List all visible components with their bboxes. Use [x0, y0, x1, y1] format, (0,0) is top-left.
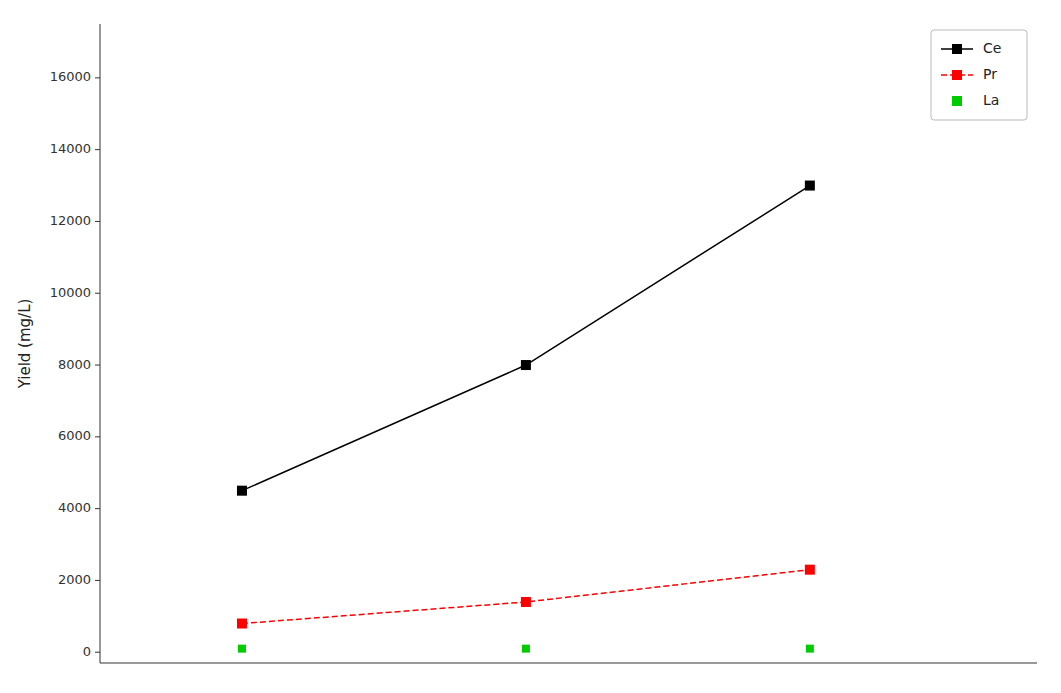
y-tick-label: 6000 [58, 428, 91, 443]
x-axis-line [100, 663, 1037, 664]
legend-label: Ce [983, 40, 1001, 56]
series-marker [522, 645, 530, 653]
series [237, 181, 815, 496]
legend-box [931, 30, 1027, 120]
legend-label: Pr [983, 66, 997, 82]
series-marker [521, 597, 531, 607]
y-tick-label: 2000 [58, 572, 91, 587]
y-tick [95, 221, 100, 222]
series-marker [521, 360, 531, 370]
series [237, 565, 815, 629]
series-marker [805, 565, 815, 575]
plot-area [237, 181, 815, 653]
legend-marker [952, 96, 962, 106]
series-marker [238, 645, 246, 653]
y-tick [95, 436, 100, 437]
axes: 0 2000 4000 6000 8000 10000 12000 14000 16000 [50, 24, 1037, 663]
y-tick-label: 16000 [50, 69, 91, 84]
y-tick-label: 4000 [58, 500, 91, 515]
y-tick-label: 10000 [50, 285, 91, 300]
legend: Ce Pr La [931, 30, 1027, 120]
series-marker [806, 645, 814, 653]
y-tick [95, 293, 100, 294]
y-axis-line [100, 24, 101, 663]
legend-marker [952, 70, 962, 80]
chart-container: 0 2000 4000 6000 8000 10000 12000 14000 16000 Yie… [0, 0, 1061, 693]
series-line [242, 186, 810, 491]
y-tick [95, 77, 100, 78]
series-marker [237, 486, 247, 496]
y-tick-label: 0 [83, 644, 91, 659]
series [238, 645, 814, 653]
y-tick [95, 580, 100, 581]
y-tick [95, 652, 100, 653]
series-line [242, 570, 810, 624]
y-tick [95, 365, 100, 366]
chart-svg: 0 2000 4000 6000 8000 10000 12000 14000 16000 Yie… [0, 0, 1061, 693]
y-axis-label: Yield (mg/L) [16, 299, 34, 390]
y-tick-label: 8000 [58, 357, 91, 372]
y-tick-label: 14000 [50, 141, 91, 156]
series-marker [805, 181, 815, 191]
legend-label: La [983, 92, 999, 108]
y-tick [95, 149, 100, 150]
series-marker [237, 619, 247, 629]
legend-marker [952, 44, 962, 54]
y-tick-label: 12000 [50, 213, 91, 228]
y-tick [95, 508, 100, 509]
